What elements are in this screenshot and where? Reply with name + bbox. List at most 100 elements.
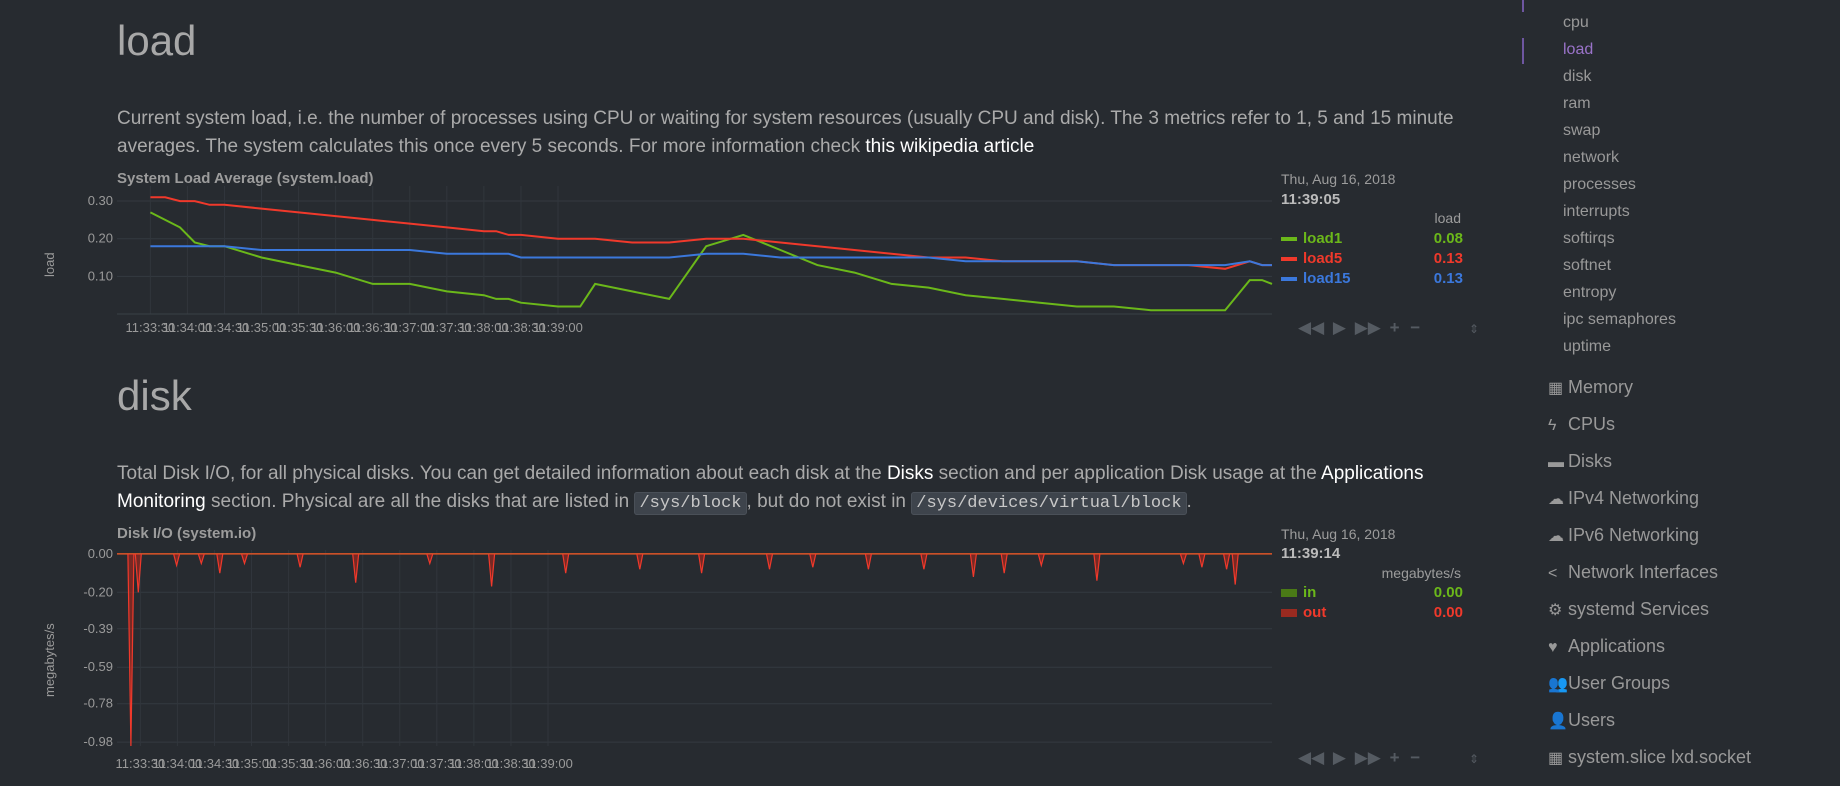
disk-x-tick: 11:34:30 xyxy=(190,756,240,771)
hdd-icon: ▬ xyxy=(1548,454,1564,471)
legend-load15[interactable]: load15 0.13 xyxy=(1281,270,1463,290)
cogs-icon: ⚙ xyxy=(1548,602,1563,619)
disk-x-tick: 11:39:00 xyxy=(523,756,573,771)
sidebar-menu-label: User Groups xyxy=(1568,673,1671,693)
disk-desc-text-1: Total Disk I/O, for all physical disks. … xyxy=(117,463,887,484)
series-out-area xyxy=(117,553,1272,747)
wikipedia-link[interactable]: this wikipedia article xyxy=(865,136,1035,157)
sidebar-menu-label: system.slice lxd.socket xyxy=(1568,747,1752,767)
sidebar-menu-network-interfaces[interactable]: < Network Interfaces xyxy=(1548,562,1751,599)
zoom-out-icon[interactable]: − xyxy=(1410,318,1421,337)
disk-x-tick: 11:34:00 xyxy=(153,756,203,771)
load5-value: 0.13 xyxy=(1433,250,1463,267)
zoom-in-icon[interactable]: + xyxy=(1389,748,1400,767)
sidebar-item-processes[interactable]: processes xyxy=(1563,176,1636,193)
sidebar-menu-label: Memory xyxy=(1568,377,1634,397)
disk-x-tick: 11:37:30 xyxy=(412,756,462,771)
load-section-title: load xyxy=(117,17,197,64)
series-load1-line xyxy=(149,211,1273,312)
load-x-tick: 11:36:30 xyxy=(348,320,398,335)
disk-y-tick: 0.00 xyxy=(88,546,113,561)
heartbeat-icon: ♥ xyxy=(1548,639,1558,656)
sidebar-item-entropy[interactable]: entropy xyxy=(1563,284,1617,301)
load-chart[interactable]: 0.300.200.1011:33:3011:34:0011:34:3011:3… xyxy=(0,184,1280,344)
legend-load1[interactable]: load1 0.08 xyxy=(1281,230,1463,250)
disk-desc-text-4: , but do not exist in xyxy=(746,491,912,512)
legend-load5[interactable]: load5 0.13 xyxy=(1281,250,1463,270)
load-y-tick: 0.10 xyxy=(88,268,113,283)
load-chart-title: System Load Average (system.load) xyxy=(117,170,374,187)
sidebar-item-swap[interactable]: swap xyxy=(1563,122,1601,139)
sidebar-menu-memory[interactable]: ▦ Memory xyxy=(1548,377,1751,414)
sys-block-code: /sys/block xyxy=(634,492,747,515)
sidebar-item-cpu[interactable]: cpu xyxy=(1563,14,1589,31)
memory-icon: ▦ xyxy=(1548,380,1564,397)
load15-value: 0.13 xyxy=(1433,270,1463,287)
sidebar-menu-system-slice-lxd-socket[interactable]: ▦ system.slice lxd.socket xyxy=(1548,747,1751,784)
disk-x-tick: 11:35:30 xyxy=(264,756,314,771)
sidebar-item-load[interactable]: load xyxy=(1563,41,1594,58)
out-value: 0.00 xyxy=(1433,604,1463,621)
rewind-icon[interactable]: ◀◀ xyxy=(1298,318,1325,337)
play-icon[interactable]: ▶ xyxy=(1332,748,1346,767)
disk-chart-controls: ◀◀ ▶ ▶▶ + − ⇕ xyxy=(1298,748,1479,768)
sidebar-mainnav: ▦ Memory ϟ CPUs ▬ Disks ☁ IPv4 Networking ☁ IPv6 … xyxy=(1548,377,1751,784)
sidebar-menu-disks[interactable]: ▬ Disks xyxy=(1548,451,1751,488)
applications-monitoring-link[interactable]: Applications Monitoring xyxy=(117,463,1424,512)
sidebar-menu-label: IPv6 Networking xyxy=(1568,525,1700,545)
disk-y-tick: -0.20 xyxy=(83,584,113,599)
disk-chart[interactable]: 0.00-0.20-0.39-0.59-0.78-0.9811:33:3011:… xyxy=(0,540,1280,780)
sidebar-item-disk[interactable]: disk xyxy=(1563,68,1592,85)
load15-label: load15 xyxy=(1303,270,1351,287)
disk-desc-text-5: . xyxy=(1186,491,1192,512)
sidebar-item-ram[interactable]: ram xyxy=(1563,95,1591,112)
fast-forward-icon[interactable]: ▶▶ xyxy=(1354,318,1381,337)
sidebar-item-ipc-semaphores[interactable]: ipc semaphores xyxy=(1563,311,1676,328)
sidebar-menu-users[interactable]: 👤Users xyxy=(1548,710,1751,747)
sidebar-menu-label: IPv4 Networking xyxy=(1568,488,1700,508)
resize-icon[interactable]: ⇕ xyxy=(1468,322,1479,336)
disk-section-title: disk xyxy=(117,372,192,419)
disk-legend-date: Thu, Aug 16, 2018 xyxy=(1281,526,1396,542)
user-icon: 👤 xyxy=(1548,713,1568,730)
users-icon: 👥 xyxy=(1548,676,1568,693)
disk-x-tick: 11:37:00 xyxy=(375,756,425,771)
series-load15-line xyxy=(150,245,1272,267)
resize-icon[interactable]: ⇕ xyxy=(1468,752,1479,766)
sidebar-menu-systemd-services[interactable]: ⚙ systemd Services xyxy=(1548,599,1751,636)
disk-x-tick: 11:38:30 xyxy=(486,756,536,771)
sidebar-item-interrupts[interactable]: interrupts xyxy=(1563,203,1630,220)
legend-in[interactable]: in 0.00 xyxy=(1281,584,1463,604)
legend-out[interactable]: out 0.00 xyxy=(1281,604,1463,624)
fast-forward-icon[interactable]: ▶▶ xyxy=(1354,748,1381,767)
load-legend-units: load xyxy=(1434,210,1461,226)
disk-y-tick: -0.78 xyxy=(83,696,113,711)
sidebar-menu-applications[interactable]: ♥ Applications xyxy=(1548,636,1751,673)
sidebar-item-softnet[interactable]: softnet xyxy=(1563,257,1612,274)
sidebar-menu-label: Applications xyxy=(1568,636,1666,656)
disks-link[interactable]: Disks xyxy=(886,463,934,484)
zoom-in-icon[interactable]: + xyxy=(1389,318,1400,337)
bolt-icon: ϟ xyxy=(1548,417,1557,434)
load-x-tick: 11:37:00 xyxy=(385,320,435,335)
play-icon[interactable]: ▶ xyxy=(1332,318,1346,337)
sidebar-menu-user-groups[interactable]: 👥User Groups xyxy=(1548,673,1751,710)
load-x-tick: 11:38:00 xyxy=(459,320,509,335)
sidebar-item-uptime[interactable]: uptime xyxy=(1563,338,1612,355)
sidebar-item-network[interactable]: network xyxy=(1563,149,1620,166)
sidebar-menu-cpus[interactable]: ϟ CPUs xyxy=(1548,414,1751,451)
load-desc-text: Current system load, i.e. the number of … xyxy=(117,108,1454,157)
sidebar-item-softirqs[interactable]: softirqs xyxy=(1563,230,1615,247)
sidebar-menu-ipv6-networking[interactable]: ☁ IPv6 Networking xyxy=(1548,525,1751,562)
in-value: 0.00 xyxy=(1433,584,1463,601)
zoom-out-icon[interactable]: − xyxy=(1410,748,1421,767)
disk-x-tick: 11:33:30 xyxy=(116,756,166,771)
nav-active-marker xyxy=(1522,38,1524,64)
load-x-tick: 11:34:00 xyxy=(163,320,213,335)
series-load5-line xyxy=(150,196,1272,270)
load5-label: load5 xyxy=(1303,250,1343,267)
sidebar-menu-ipv4-networking[interactable]: ☁ IPv4 Networking xyxy=(1548,488,1751,525)
cloud-icon: ☁ xyxy=(1548,528,1564,545)
rewind-icon[interactable]: ◀◀ xyxy=(1298,748,1325,767)
disk-description: Total Disk I/O, for all physical disks. … xyxy=(117,460,1487,518)
